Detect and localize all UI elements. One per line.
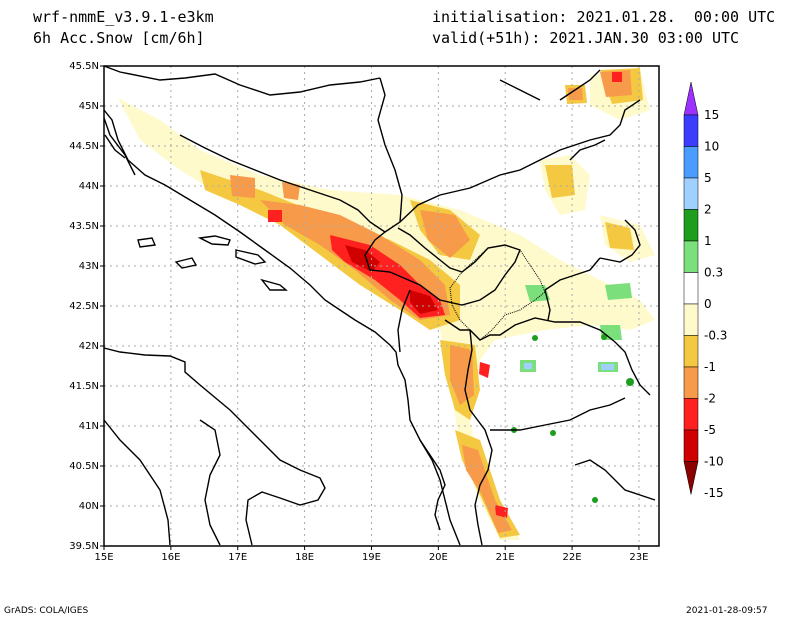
colorbar-label: 0.3	[704, 266, 723, 280]
coastlines-borders	[103, 65, 656, 546]
colorbar-label: -0.3	[704, 329, 727, 343]
colorbar-label: -2	[704, 392, 716, 406]
lat-label: 45.5N	[69, 61, 99, 72]
colorbar-segment	[683, 366, 699, 399]
lon-label: 21E	[496, 552, 515, 563]
colorbar-segment	[683, 335, 699, 368]
colorbar-segment	[683, 272, 699, 305]
colorbar-segment	[683, 240, 699, 273]
valid-time: valid(+51h): 2021.JAN.30 03:00 UTC	[432, 29, 740, 47]
colorbar-label: 0	[704, 297, 712, 311]
snowfall-shading	[118, 68, 655, 540]
lon-label: 22E	[563, 552, 582, 563]
lat-label: 41N	[79, 421, 99, 432]
colorbar-segment	[683, 114, 699, 147]
colorbar-segment	[683, 209, 699, 242]
lat-label: 40.5N	[69, 461, 99, 472]
lat-label: 41.5N	[69, 381, 99, 392]
lat-label: 40N	[79, 501, 99, 512]
map-grid	[104, 66, 659, 546]
colorbar-label: 1	[704, 234, 712, 248]
lat-label: 42.5N	[69, 301, 99, 312]
lon-label: 23E	[629, 552, 648, 563]
colorbar-label: -15	[704, 486, 724, 500]
kosovo-border	[449, 244, 546, 341]
lat-label: 45N	[79, 101, 99, 112]
colorbar-segment	[683, 429, 699, 462]
lon-label: 15E	[94, 552, 113, 563]
longitude-labels: 15E 16E 17E 18E 19E 20E 21E 22E 23E	[94, 546, 648, 563]
footer-right: 2021-01-28-09:57	[686, 606, 768, 616]
lon-label: 16E	[161, 552, 180, 563]
colorbar-label: 15	[704, 108, 719, 122]
lat-label: 43N	[79, 261, 99, 272]
colorbar-label: 2	[704, 203, 712, 217]
colorbar-segment	[683, 146, 699, 179]
colorbar-label: -10	[704, 455, 724, 469]
init-time: initialisation: 2021.01.28. 00:00 UTC	[432, 8, 776, 26]
colorbar-segment	[683, 177, 699, 210]
field-name: 6h Acc.Snow [cm/6h]	[33, 29, 205, 47]
lat-label: 44.5N	[69, 141, 99, 152]
lat-label: 39.5N	[69, 541, 99, 552]
latitude-labels: 45.5N 45N 44.5N 44N 43.5N 43N 42.5N 42N 41.5N 41N…	[69, 61, 104, 552]
lat-label: 43.5N	[69, 221, 99, 232]
lon-label: 19E	[362, 552, 381, 563]
colorbar-segment	[683, 398, 699, 431]
colorbar-label: 5	[704, 171, 712, 185]
lon-label: 18E	[295, 552, 314, 563]
colorbar-label: -1	[704, 360, 716, 374]
colorbar: 15 10 5 2 1 0.3 0 -0.3 -1 -2 -5 -10 -15	[683, 81, 727, 500]
lat-label: 42N	[79, 341, 99, 352]
colorbar-bottom-arrow	[683, 461, 699, 495]
lon-label: 17E	[228, 552, 247, 563]
lat-label: 44N	[79, 181, 99, 192]
colorbar-label: -5	[704, 423, 716, 437]
colorbar-top-arrow	[683, 81, 699, 116]
colorbar-label: 10	[704, 140, 719, 154]
model-name: wrf-nmmE_v3.9.1-e3km	[33, 8, 214, 26]
colorbar-segment	[683, 303, 699, 336]
footer-left: GrADS: COLA/IGES	[4, 606, 89, 616]
lon-label: 20E	[429, 552, 448, 563]
